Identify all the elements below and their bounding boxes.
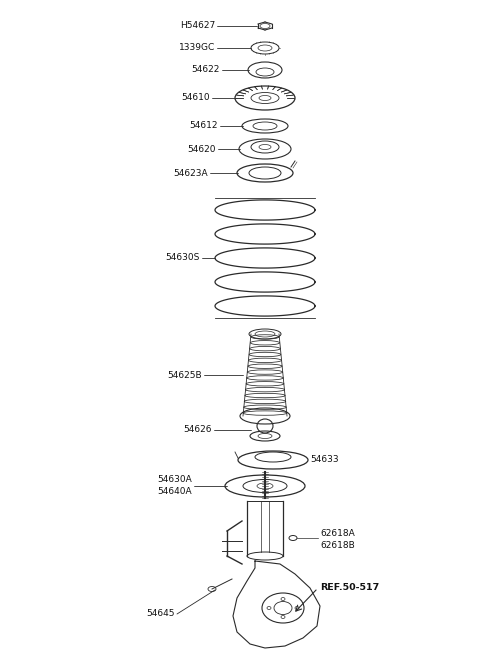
Text: 54633: 54633	[310, 455, 338, 464]
Text: 54623A: 54623A	[173, 169, 208, 178]
Text: 62618A: 62618A	[320, 529, 355, 539]
Text: 54612: 54612	[190, 121, 218, 131]
Text: H54627: H54627	[180, 22, 215, 30]
Text: 54622: 54622	[192, 66, 220, 75]
Text: 54645: 54645	[146, 609, 175, 619]
Text: 1339GC: 1339GC	[179, 43, 215, 52]
Text: 54640A: 54640A	[157, 487, 192, 497]
Text: 54625B: 54625B	[168, 371, 202, 380]
Text: 54630S: 54630S	[166, 253, 200, 262]
Text: 54620: 54620	[188, 144, 216, 154]
Text: 62618B: 62618B	[320, 541, 355, 550]
Text: 54630A: 54630A	[157, 476, 192, 485]
Text: 54626: 54626	[183, 426, 212, 434]
Text: REF.50-517: REF.50-517	[320, 583, 379, 592]
Text: 54610: 54610	[181, 94, 210, 102]
